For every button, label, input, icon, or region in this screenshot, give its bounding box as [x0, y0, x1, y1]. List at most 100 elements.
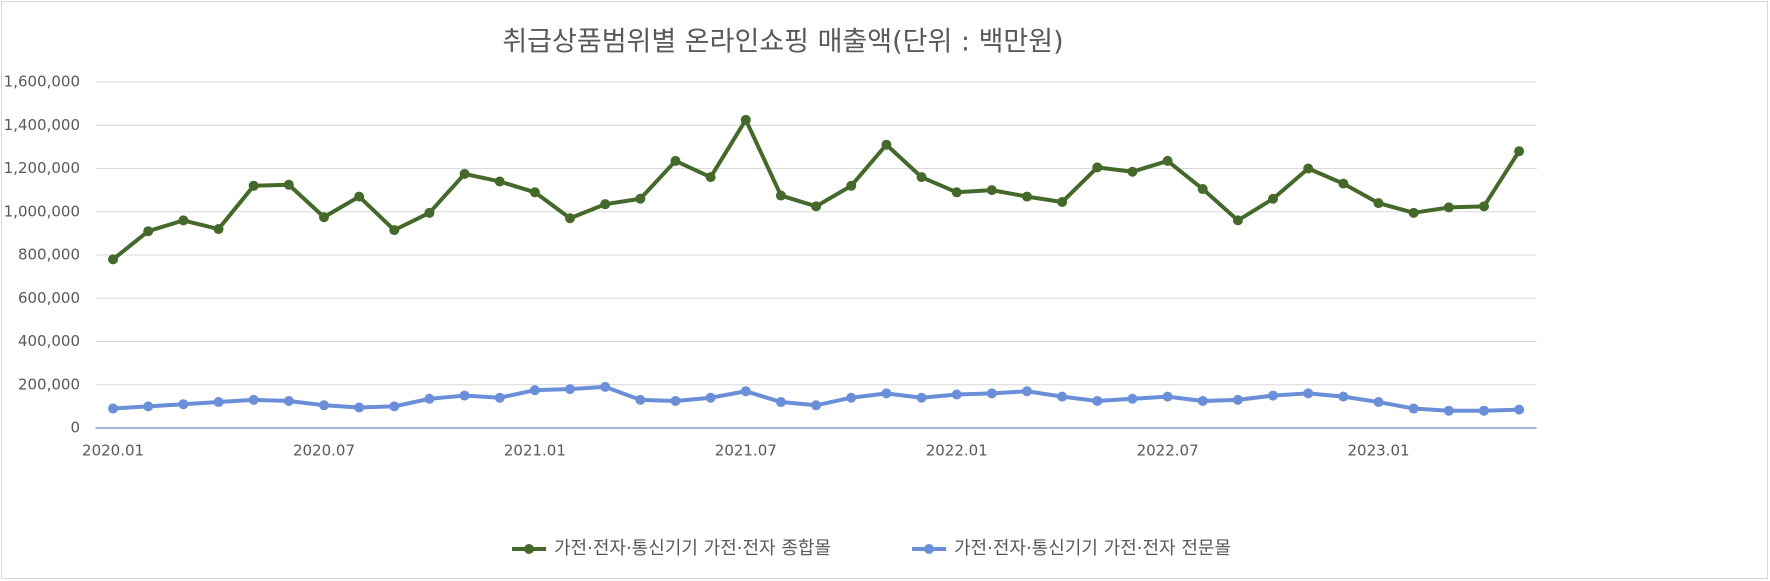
x-tick-label: 2020.07	[293, 442, 355, 460]
point	[705, 172, 716, 183]
legend-label: 가전·전자·통신기기 가전·전자 전문몰	[954, 538, 1231, 559]
y-tick-label: 200,000	[18, 375, 80, 393]
point	[424, 393, 435, 404]
point	[916, 172, 927, 183]
point	[1092, 162, 1103, 173]
point	[951, 187, 962, 198]
point	[670, 395, 681, 406]
point	[1268, 390, 1279, 401]
y-tick-label: 1,000,000	[4, 202, 80, 220]
point	[1478, 201, 1489, 212]
point	[143, 226, 154, 237]
point	[1373, 198, 1384, 209]
y-tick-label: 0	[70, 419, 80, 437]
point	[1197, 395, 1208, 406]
chart-title: 취급상품범위별 온라인쇼핑 매출액(단위 : 백만원)	[502, 27, 1063, 58]
x-tick-label: 2022.01	[926, 442, 988, 460]
point	[354, 402, 365, 413]
point	[565, 213, 576, 224]
point	[424, 207, 435, 218]
legend-marker	[924, 544, 934, 554]
point	[248, 394, 259, 405]
point	[881, 388, 892, 399]
point	[389, 401, 400, 412]
point	[740, 114, 751, 125]
point	[494, 176, 505, 187]
point	[1232, 394, 1243, 405]
x-tick-label: 2021.01	[504, 442, 566, 460]
point	[916, 392, 927, 403]
point	[459, 390, 470, 401]
point	[635, 394, 646, 405]
point	[494, 392, 505, 403]
x-tick-label: 2021.07	[715, 442, 777, 460]
point	[881, 139, 892, 150]
point	[248, 180, 259, 191]
y-tick-label: 1,200,000	[4, 159, 80, 177]
point	[1127, 393, 1138, 404]
x-tick-label: 2020.01	[82, 442, 144, 460]
point	[389, 225, 400, 236]
point	[1303, 163, 1314, 174]
point	[1022, 386, 1033, 397]
point	[635, 193, 646, 204]
point	[1232, 215, 1243, 226]
y-tick-label: 800,000	[18, 246, 80, 264]
point	[775, 190, 786, 201]
point	[1514, 146, 1525, 157]
point	[143, 401, 154, 412]
point	[1338, 391, 1349, 402]
point	[1443, 405, 1454, 416]
point	[459, 168, 470, 179]
point	[1338, 178, 1349, 189]
point	[529, 187, 540, 198]
point	[846, 180, 857, 191]
point	[1443, 202, 1454, 213]
legend-marker	[524, 544, 534, 554]
y-tick-label: 400,000	[18, 332, 80, 350]
point	[529, 385, 540, 396]
point	[740, 386, 751, 397]
point	[108, 403, 119, 414]
point	[846, 392, 857, 403]
y-tick-label: 1,600,000	[4, 73, 80, 91]
point	[811, 400, 822, 411]
point	[318, 400, 329, 411]
point	[108, 254, 119, 265]
point	[1478, 405, 1489, 416]
point	[283, 179, 294, 190]
point	[1162, 391, 1173, 402]
point	[1127, 166, 1138, 177]
point	[1057, 197, 1068, 208]
point	[600, 381, 611, 392]
point	[565, 384, 576, 395]
point	[178, 215, 189, 226]
point	[1162, 155, 1173, 166]
point	[354, 191, 365, 202]
point	[670, 155, 681, 166]
point	[1303, 388, 1314, 399]
point	[1057, 391, 1068, 402]
point	[811, 201, 822, 212]
point	[1268, 193, 1279, 204]
point	[1092, 395, 1103, 406]
point	[1408, 207, 1419, 218]
legend-label: 가전·전자·통신기기 가전·전자 종합몰	[554, 538, 831, 559]
point	[1022, 191, 1033, 202]
point	[951, 389, 962, 400]
point	[1197, 184, 1208, 195]
point	[1408, 403, 1419, 414]
y-tick-label: 1,400,000	[4, 116, 80, 134]
point	[318, 212, 329, 223]
point	[1514, 404, 1525, 415]
point	[986, 185, 997, 196]
point	[775, 397, 786, 408]
point	[705, 392, 716, 403]
x-tick-label: 2023.01	[1348, 442, 1410, 460]
y-tick-label: 600,000	[18, 289, 80, 307]
point	[213, 224, 224, 235]
point	[213, 397, 224, 408]
point	[283, 395, 294, 406]
